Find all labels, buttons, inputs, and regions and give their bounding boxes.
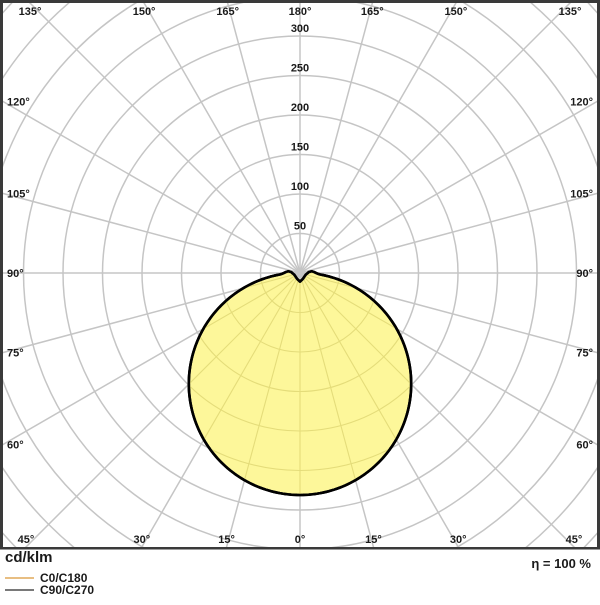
- svg-text:75°: 75°: [7, 348, 24, 360]
- svg-text:0°: 0°: [295, 534, 306, 546]
- svg-text:90°: 90°: [7, 268, 24, 280]
- svg-text:C90/C270: C90/C270: [40, 583, 94, 597]
- svg-text:150°: 150°: [133, 6, 156, 18]
- svg-text:60°: 60°: [576, 440, 593, 452]
- svg-text:120°: 120°: [570, 97, 593, 109]
- svg-text:105°: 105°: [7, 188, 30, 200]
- svg-text:105°: 105°: [570, 188, 593, 200]
- svg-text:120°: 120°: [7, 97, 30, 109]
- svg-text:165°: 165°: [216, 6, 239, 18]
- svg-text:75°: 75°: [576, 348, 593, 360]
- svg-text:90°: 90°: [576, 268, 593, 280]
- svg-text:15°: 15°: [218, 534, 235, 546]
- svg-text:150: 150: [291, 142, 309, 154]
- svg-text:180°: 180°: [289, 6, 312, 18]
- svg-text:165°: 165°: [361, 6, 384, 18]
- svg-text:45°: 45°: [18, 534, 35, 546]
- svg-text:250: 250: [291, 63, 309, 75]
- svg-text:60°: 60°: [7, 440, 24, 452]
- svg-text:300: 300: [291, 23, 309, 35]
- svg-text:100: 100: [291, 181, 309, 193]
- svg-text:135°: 135°: [559, 6, 582, 18]
- svg-text:150°: 150°: [445, 6, 468, 18]
- svg-text:50: 50: [294, 221, 306, 233]
- svg-text:135°: 135°: [19, 6, 42, 18]
- svg-text:η = 100 %: η = 100 %: [531, 556, 591, 571]
- svg-text:30°: 30°: [133, 534, 150, 546]
- svg-text:cd/klm: cd/klm: [5, 549, 53, 566]
- svg-text:15°: 15°: [365, 534, 382, 546]
- svg-text:45°: 45°: [566, 534, 583, 546]
- svg-text:30°: 30°: [450, 534, 467, 546]
- svg-text:200: 200: [291, 102, 309, 114]
